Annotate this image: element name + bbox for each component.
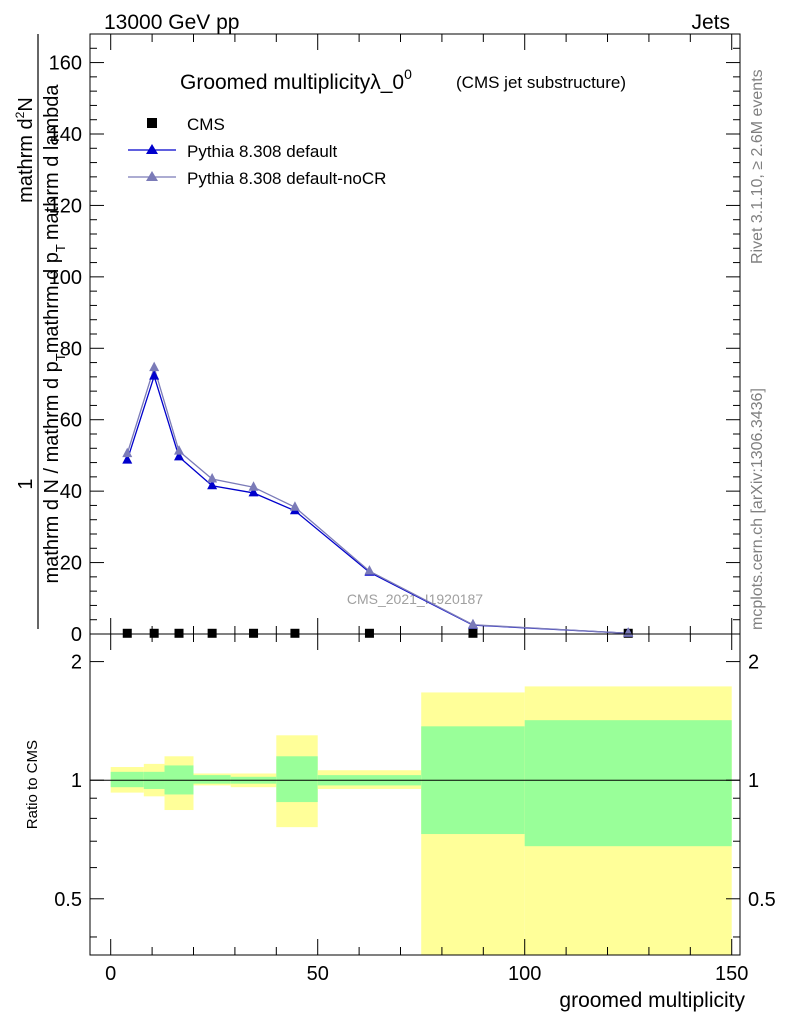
data-point-series-1 (149, 370, 160, 380)
ratio-y-tick-label: 1 (71, 770, 82, 792)
chart-title-main: Groomed multiplicityλ_0 (180, 71, 404, 94)
y-label-den-2: mathrm d p (41, 252, 63, 353)
data-point-cms (174, 628, 184, 638)
ratio-panel: 0.5 0.5 1 1 2 2 0 50 100 150 Ratio to CMS groome… (24, 633, 776, 1012)
data-point-cms (468, 628, 478, 638)
ratio-band-inner (276, 756, 318, 803)
data-point-series-1 (248, 486, 259, 497)
mcplots-label: mcplots.cern.ch [arXiv:1306.3436] (749, 388, 766, 630)
y-tick-label: 140 (49, 124, 82, 146)
data-point-series-2 (174, 445, 185, 455)
y-label-den-3: mathrm d lambda (41, 84, 63, 240)
data-point-series-1 (122, 454, 133, 464)
x-axis-label: groomed multiplicity (559, 989, 745, 1012)
ratio-y-axis: 0.5 0.5 1 1 2 2 (54, 652, 776, 938)
ratio-y-label: Ratio to CMS (24, 740, 41, 829)
legend-label-default: Pythia 8.308 default (187, 142, 338, 161)
ratio-y-tick-label-right: 1 (748, 770, 759, 792)
y-label-numer-n: N (15, 97, 37, 111)
main-y-axis-label: 1 mathrm d2N mathrm d N / mathrm d pTmat… (13, 34, 68, 629)
legend: CMS Pythia 8.308 default Pythia 8.308 de… (128, 115, 386, 188)
data-point-cms (149, 628, 159, 638)
x-axis: 0 50 100 150 (105, 634, 748, 985)
data-point-series-1 (174, 450, 185, 461)
x-tick-label: 150 (715, 963, 748, 985)
data-point-series-2 (248, 481, 259, 491)
chart-title: Groomed multiplicityλ_00 (180, 66, 412, 94)
ratio-band-inner (524, 720, 732, 847)
x-tick-label: 0 (105, 963, 116, 985)
series-layer (122, 361, 634, 638)
y-tick-label: 0 (71, 624, 82, 646)
y-label-num-1: 1 (15, 478, 37, 489)
y-label-numer-sup: 2 (13, 111, 27, 118)
data-point-series-2 (122, 447, 133, 458)
y-tick-label: 100 (49, 267, 82, 289)
y-label-numer-d: mathrm d (15, 118, 37, 202)
legend-label-cms: CMS (187, 115, 225, 134)
ratio-band-inner (193, 775, 231, 784)
chart-subtitle: (CMS jet substructure) (456, 73, 626, 92)
x-tick-label: 100 (508, 963, 541, 985)
y-label-numer-dn: mathrm d2N (13, 97, 37, 203)
ratio-y-tick-label-right: 0.5 (748, 889, 776, 911)
y-label-numerator: 1 (15, 478, 37, 489)
y-tick-label: 20 (60, 553, 82, 575)
ratio-y-tick-label-right: 2 (748, 652, 759, 674)
rivet-label: Rivet 3.1.10, ≥ 2.6M events (749, 69, 766, 264)
header-left: 13000 GeV pp (104, 11, 239, 34)
chart-title-sup: 0 (404, 66, 412, 82)
data-point-cms (249, 628, 259, 638)
data-point-series-2 (289, 501, 300, 511)
main-y-axis: 0 20 40 60 80 100 120 140 160 (49, 33, 740, 646)
data-point-cms (290, 628, 300, 638)
legend-marker-cms (147, 118, 157, 128)
ratio-y-tick-label: 0.5 (54, 889, 82, 911)
data-point-cms (364, 628, 374, 638)
y-tick-label: 120 (49, 195, 82, 217)
y-label-denominator: mathrm d N / mathrm d pTmathrm d pTmathr… (41, 84, 68, 584)
ratio-band-inner (110, 771, 144, 788)
y-tick-label: 60 (60, 410, 82, 432)
data-point-cms (207, 628, 217, 638)
watermark: CMS_2021_I1920187 (347, 591, 483, 607)
x-tick-label: 50 (307, 963, 329, 985)
data-point-series-1 (207, 479, 218, 490)
y-label-den-1: mathrm d N / mathrm d p (41, 361, 63, 583)
header-right: Jets (691, 11, 730, 34)
y-tick-label: 160 (49, 53, 82, 75)
y-tick-label: 80 (60, 338, 82, 360)
ratio-y-tick-label: 2 (71, 652, 82, 674)
legend-label-nocr: Pythia 8.308 default-noCR (187, 169, 386, 188)
y-label-den-sub1: T (53, 353, 68, 361)
data-point-series-2 (149, 361, 160, 372)
data-point-series-2 (467, 618, 478, 629)
data-point-series-2 (364, 565, 375, 575)
legend-marker-nocr (146, 171, 158, 181)
data-point-cms (122, 628, 132, 638)
data-point-series-2 (207, 473, 218, 483)
legend-marker-default (146, 144, 158, 154)
ratio-bands (110, 686, 732, 955)
y-tick-label: 40 (60, 481, 82, 503)
y-label-den-sub2: T (53, 244, 68, 252)
